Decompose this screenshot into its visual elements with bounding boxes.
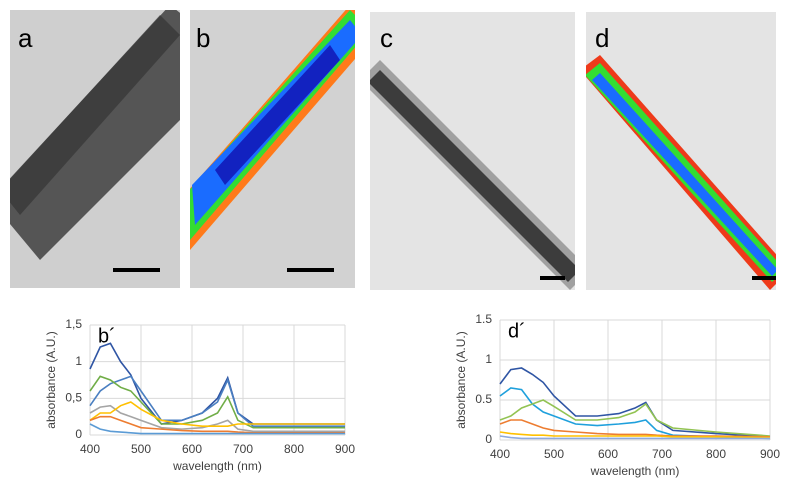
series-line	[89, 375, 345, 427]
panel-label: b	[196, 23, 210, 53]
y-tick-label: 1.5	[475, 312, 492, 326]
x-axis-label: wavelength (nm)	[590, 464, 680, 478]
series-line	[89, 401, 345, 427]
panel-label: a	[18, 23, 33, 53]
series-line	[89, 415, 345, 434]
chart-annotation: d´	[508, 320, 526, 342]
x-tick-label: 400	[490, 447, 510, 461]
x-tick-label: 700	[233, 442, 253, 456]
y-tick-label: 1	[485, 352, 492, 366]
y-tick-label: 0,5	[65, 391, 82, 405]
x-tick-label: 500	[544, 447, 564, 461]
x-tick-label: 600	[598, 447, 618, 461]
x-axis-label: wavelength (nm)	[172, 459, 262, 473]
y-axis-label: absorbance (A.U.)	[44, 331, 58, 428]
x-tick-label: 900	[335, 442, 355, 456]
series-line	[89, 404, 345, 433]
series-line	[89, 423, 345, 435]
y-tick-label: 1	[75, 354, 82, 368]
x-tick-label: 500	[131, 442, 151, 456]
series-line	[499, 435, 770, 440]
x-tick-label: 800	[706, 447, 726, 461]
micrograph-d	[586, 12, 776, 290]
y-tick-label: 0	[485, 432, 492, 446]
series-line	[499, 387, 771, 440]
chart-annotation: b´	[98, 325, 116, 347]
micrograph-a	[10, 10, 180, 288]
micrograph-c	[370, 12, 575, 290]
series-line	[499, 367, 771, 438]
x-tick-label: 600	[182, 442, 202, 456]
y-tick-label: 0.5	[475, 392, 492, 406]
y-tick-label: 0	[75, 427, 82, 441]
y-tick-label: 1,5	[65, 317, 82, 331]
panel-label: d	[595, 23, 609, 53]
panel-label: c	[380, 23, 393, 53]
x-tick-label: 400	[80, 442, 100, 456]
x-tick-label: 800	[284, 442, 304, 456]
series-line	[499, 431, 771, 439]
x-tick-label: 700	[652, 447, 672, 461]
x-tick-label: 900	[760, 447, 780, 461]
y-axis-label: absorbance (A.U.)	[454, 331, 468, 428]
series-line	[499, 399, 771, 437]
micrograph-b	[190, 10, 355, 288]
